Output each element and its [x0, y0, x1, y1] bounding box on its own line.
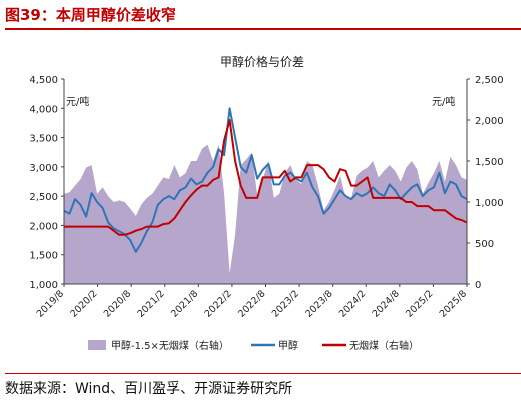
x-tick-label: 2022/2: [203, 288, 234, 319]
left-tick-label: 1,000: [29, 280, 58, 291]
x-tick-label: 2025/8: [438, 288, 469, 319]
left-tick-label: 2,500: [29, 192, 58, 203]
source-note: 数据来源：Wind、百川盈孚、开源证券研究所: [5, 381, 293, 397]
legend-label: 无烟煤（右轴）: [349, 339, 419, 352]
right-tick-label: 0: [475, 280, 481, 291]
x-tick-label: 2023/8: [303, 288, 334, 319]
left-tick-label: 4,000: [29, 104, 58, 115]
x-tick-label: 2019/8: [35, 288, 66, 319]
plot-area: [63, 107, 468, 284]
left-axis-unit: 元/吨: [66, 95, 89, 108]
x-tick-label: 2024/2: [337, 288, 368, 319]
x-tick-label: 2022/8: [236, 288, 267, 319]
left-tick-label: 2,000: [29, 221, 58, 232]
legend-swatch: [88, 340, 106, 350]
x-tick-label: 2020/2: [68, 288, 99, 319]
right-tick-label: 2,500: [475, 75, 504, 86]
x-tick-label: 2025/2: [404, 288, 435, 319]
x-tick-label: 2020/8: [102, 288, 133, 319]
right-tick-label: 500: [475, 239, 494, 250]
x-tick-label: 2021/8: [169, 288, 200, 319]
x-tick-label: 2023/2: [270, 288, 301, 319]
right-tick-label: 1,000: [475, 198, 504, 209]
legend-label: 甲醇: [278, 339, 298, 352]
left-tick-label: 4,500: [29, 75, 58, 86]
legend-label: 甲醇-1.5×无烟煤（右轴）: [111, 339, 229, 352]
right-tick-label: 1,500: [475, 157, 504, 168]
x-tick-label: 2021/2: [135, 288, 166, 319]
figure-title: 图39：本周甲醇价差收窄: [5, 6, 176, 24]
source-rule: [5, 373, 521, 374]
right-axis-unit: 元/吨: [432, 95, 455, 108]
series-line-anthracite: [64, 119, 468, 236]
left-tick-label: 3,500: [29, 134, 58, 145]
x-tick-label: 2024/8: [371, 288, 402, 319]
left-tick-label: 3,000: [29, 163, 58, 174]
chart-title: 甲醇价格与价差: [220, 54, 304, 69]
legend: 甲醇-1.5×无烟煤（右轴） 甲醇 无烟煤（右轴）: [88, 339, 419, 352]
left-tick-label: 1,500: [29, 251, 58, 262]
right-tick-label: 2,000: [475, 116, 504, 127]
title-rule: [5, 28, 521, 30]
